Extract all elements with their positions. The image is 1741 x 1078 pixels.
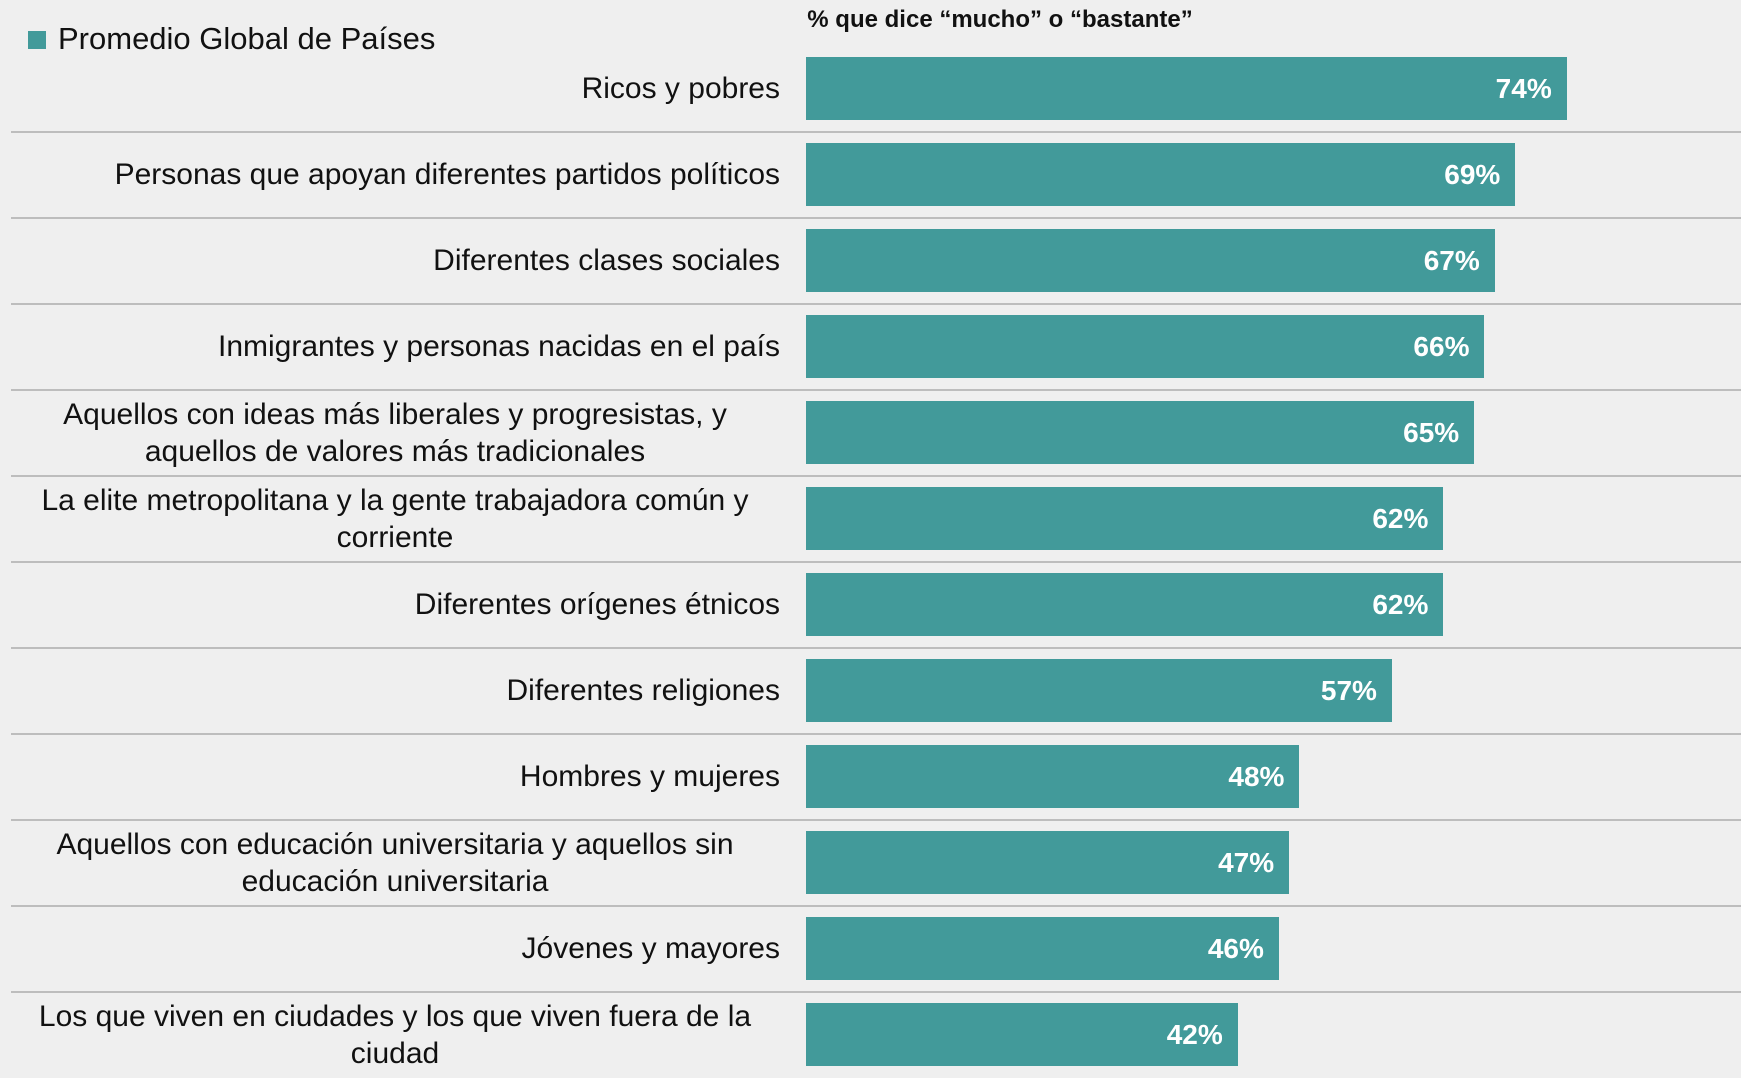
bar: 69% <box>806 143 1516 206</box>
row-separator <box>11 819 1741 821</box>
value-label: 48% <box>1228 761 1285 792</box>
category-label: Diferentes religiones <box>506 674 780 707</box>
category-label: Inmigrantes y personas nacidas en el paí… <box>218 330 780 363</box>
value-label: 42% <box>1166 1019 1223 1050</box>
bar: 62% <box>806 487 1444 550</box>
bar: 46% <box>806 917 1279 980</box>
category-label: Ricos y pobres <box>581 72 780 105</box>
bar: 66% <box>806 315 1485 378</box>
bar: 62% <box>806 573 1444 636</box>
category-label-box: Inmigrantes y personas nacidas en el paí… <box>10 303 780 390</box>
category-label-box: Jóvenes y mayores <box>10 905 780 992</box>
row-separator <box>11 217 1741 219</box>
row-separator <box>11 561 1741 563</box>
category-label-box: Aquellos con ideas más liberales y progr… <box>10 389 780 476</box>
category-label: Hombres y mujeres <box>519 760 780 793</box>
row-separator <box>11 733 1741 735</box>
value-label: 65% <box>1403 417 1460 448</box>
bar: 74% <box>806 57 1567 120</box>
value-label: 67% <box>1423 245 1480 276</box>
value-label: 46% <box>1207 933 1264 964</box>
bar: 67% <box>806 229 1495 292</box>
chart-title: % que dice “mucho” o “bastante” <box>807 6 1193 33</box>
value-label: 66% <box>1413 331 1470 362</box>
category-label-box: Hombres y mujeres <box>10 733 780 820</box>
value-label: 57% <box>1320 675 1377 706</box>
legend-swatch <box>28 31 46 49</box>
category-label: Aquellos con educación universitaria y a… <box>56 827 734 898</box>
value-label: 47% <box>1218 847 1275 878</box>
row-separator <box>11 475 1741 477</box>
row-separator <box>11 303 1741 305</box>
bar: 48% <box>806 745 1300 808</box>
category-label-box: Diferentes clases sociales <box>10 217 780 304</box>
category-label: Aquellos con ideas más liberales y progr… <box>63 397 727 468</box>
row-separator <box>11 647 1741 649</box>
bar: 47% <box>806 831 1290 894</box>
row-separator <box>11 131 1741 133</box>
value-label: 62% <box>1372 503 1429 534</box>
legend-label: Promedio Global de Países <box>58 21 436 56</box>
value-label: 62% <box>1372 589 1429 620</box>
category-label-box: Diferentes religiones <box>10 647 780 734</box>
category-label-box: La elite metropolitana y la gente trabaj… <box>10 475 780 562</box>
category-label-box: Los que viven en ciudades y los que vive… <box>10 991 780 1078</box>
bar: 42% <box>806 1003 1238 1066</box>
category-label: Jóvenes y mayores <box>521 932 780 965</box>
value-label: 69% <box>1444 159 1501 190</box>
bar: 57% <box>806 659 1392 722</box>
category-label: Personas que apoyan diferentes partidos … <box>114 158 780 191</box>
category-label: Los que viven en ciudades y los que vive… <box>38 999 752 1070</box>
category-label: Diferentes orígenes étnicos <box>414 588 780 621</box>
row-separator <box>11 991 1741 993</box>
category-label-box: Ricos y pobres <box>10 45 780 132</box>
row-separator <box>11 389 1741 391</box>
row-separator <box>11 905 1741 907</box>
value-label: 74% <box>1495 73 1552 104</box>
category-label-box: Personas que apoyan diferentes partidos … <box>10 131 780 218</box>
category-label: Diferentes clases sociales <box>433 244 780 277</box>
category-label-box: Aquellos con educación universitaria y a… <box>10 819 780 906</box>
bar: 65% <box>806 401 1475 464</box>
category-label: La elite metropolitana y la gente trabaj… <box>41 483 749 554</box>
category-label-box: Diferentes orígenes étnicos <box>10 561 780 648</box>
